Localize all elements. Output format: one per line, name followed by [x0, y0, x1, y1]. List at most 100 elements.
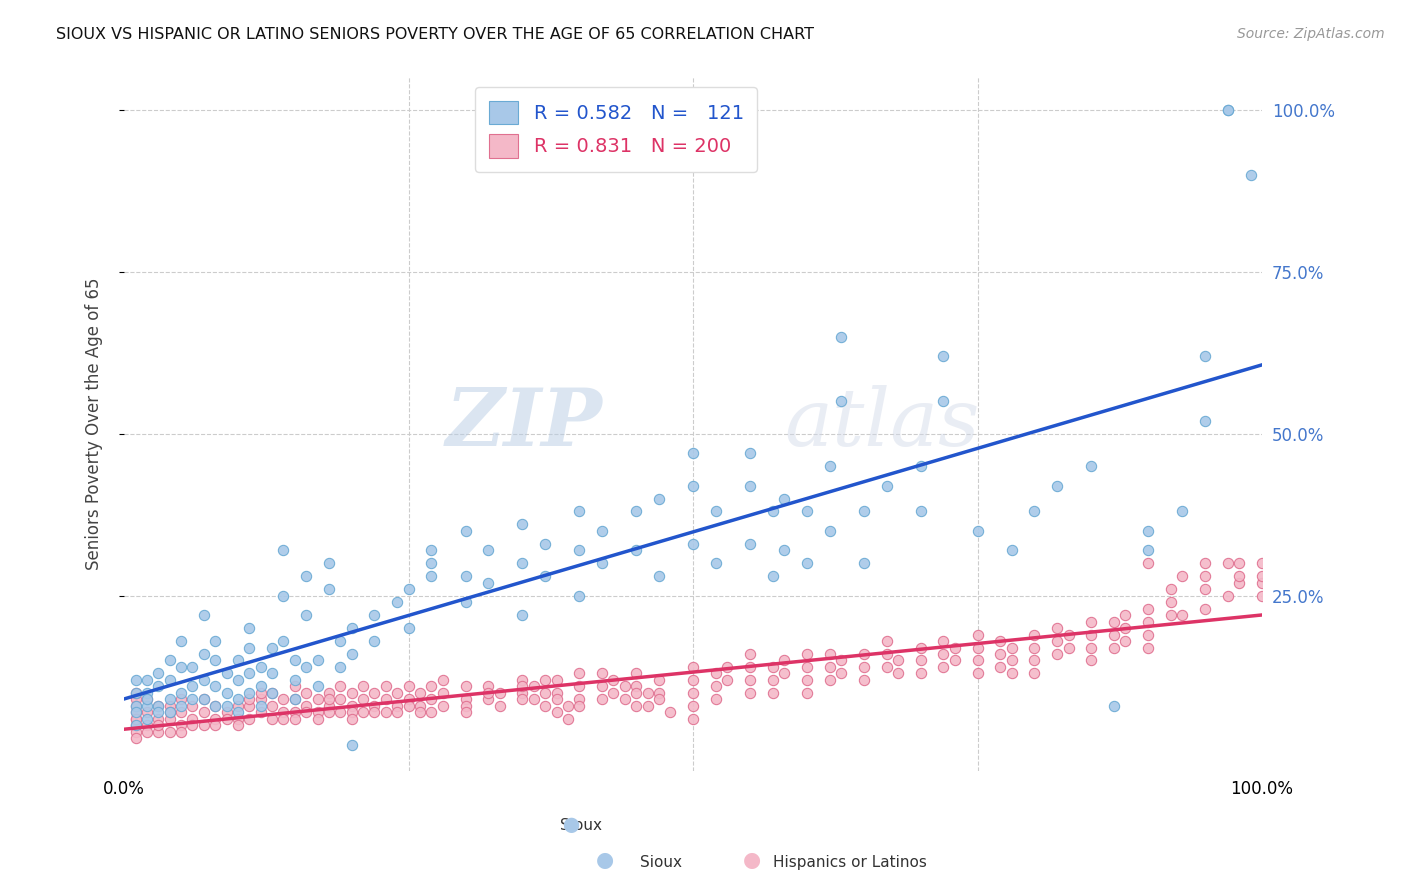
- Point: [1240, 168, 1263, 182]
- Point: [226, 692, 249, 706]
- Point: [852, 660, 875, 674]
- Point: [238, 621, 260, 635]
- Point: [249, 692, 271, 706]
- Point: [818, 660, 841, 674]
- Point: [568, 666, 591, 681]
- Point: [773, 543, 796, 558]
- Point: [124, 712, 146, 726]
- Point: [1024, 653, 1046, 667]
- Point: [454, 524, 477, 538]
- Point: [852, 647, 875, 661]
- Point: [682, 712, 704, 726]
- Point: [226, 712, 249, 726]
- Point: [932, 634, 955, 648]
- Point: [830, 666, 852, 681]
- Point: [329, 706, 352, 720]
- Point: [534, 673, 557, 687]
- Point: [1024, 504, 1046, 518]
- Point: [181, 718, 204, 732]
- Point: [398, 621, 420, 635]
- Point: [887, 653, 910, 667]
- Point: [966, 640, 988, 655]
- Point: [818, 459, 841, 474]
- Point: [398, 582, 420, 597]
- Point: [124, 698, 146, 713]
- Point: [1171, 504, 1194, 518]
- Point: [830, 329, 852, 343]
- Point: [148, 698, 170, 713]
- Point: [648, 491, 671, 506]
- Point: [284, 692, 307, 706]
- Point: [363, 686, 385, 700]
- Point: [181, 698, 204, 713]
- Point: [273, 589, 295, 603]
- Point: [534, 698, 557, 713]
- Text: Hispanics or Latinos: Hispanics or Latinos: [773, 855, 927, 870]
- Point: [1251, 569, 1274, 583]
- Y-axis label: Seniors Poverty Over the Age of 65: Seniors Poverty Over the Age of 65: [86, 277, 103, 570]
- Point: [1137, 627, 1160, 641]
- Point: [1194, 556, 1216, 570]
- Point: [966, 666, 988, 681]
- Point: [1251, 589, 1274, 603]
- Point: [1001, 640, 1024, 655]
- Point: [1137, 601, 1160, 615]
- Point: [624, 686, 647, 700]
- Point: [1194, 569, 1216, 583]
- Point: [943, 640, 966, 655]
- Point: [546, 692, 568, 706]
- Point: [124, 731, 146, 746]
- Point: [682, 673, 704, 687]
- Point: [637, 686, 659, 700]
- Point: [238, 686, 260, 700]
- Point: [148, 712, 170, 726]
- Point: [762, 660, 785, 674]
- Point: [249, 686, 271, 700]
- Point: [273, 543, 295, 558]
- Point: [159, 698, 181, 713]
- Point: [852, 556, 875, 570]
- Point: [409, 706, 432, 720]
- Point: [1024, 627, 1046, 641]
- Point: [1024, 666, 1046, 681]
- Point: [295, 686, 318, 700]
- Point: [432, 686, 454, 700]
- Point: [738, 673, 761, 687]
- Point: [568, 504, 591, 518]
- Point: [1001, 666, 1024, 681]
- Point: [159, 653, 181, 667]
- Point: [1080, 653, 1102, 667]
- Point: [204, 679, 226, 693]
- Point: [546, 673, 568, 687]
- Point: [512, 679, 534, 693]
- Point: [852, 504, 875, 518]
- Point: [135, 712, 157, 726]
- Point: [477, 692, 499, 706]
- Point: [591, 666, 613, 681]
- Point: [454, 692, 477, 706]
- Text: Source: ZipAtlas.com: Source: ZipAtlas.com: [1237, 27, 1385, 41]
- Point: [284, 712, 307, 726]
- Point: [170, 706, 193, 720]
- Point: [420, 556, 443, 570]
- Point: [910, 666, 932, 681]
- Point: [966, 653, 988, 667]
- Point: [135, 706, 157, 720]
- Point: [193, 706, 215, 720]
- Point: [249, 679, 271, 693]
- Point: [124, 706, 146, 720]
- Point: [374, 692, 396, 706]
- Point: [352, 692, 374, 706]
- Point: [512, 673, 534, 687]
- Point: [454, 595, 477, 609]
- Point: [318, 556, 340, 570]
- Point: [148, 718, 170, 732]
- Point: [340, 686, 363, 700]
- Point: [568, 589, 591, 603]
- Point: [273, 634, 295, 648]
- Point: [568, 698, 591, 713]
- Point: [887, 666, 910, 681]
- Point: [249, 706, 271, 720]
- Point: [1194, 349, 1216, 363]
- Point: [273, 706, 295, 720]
